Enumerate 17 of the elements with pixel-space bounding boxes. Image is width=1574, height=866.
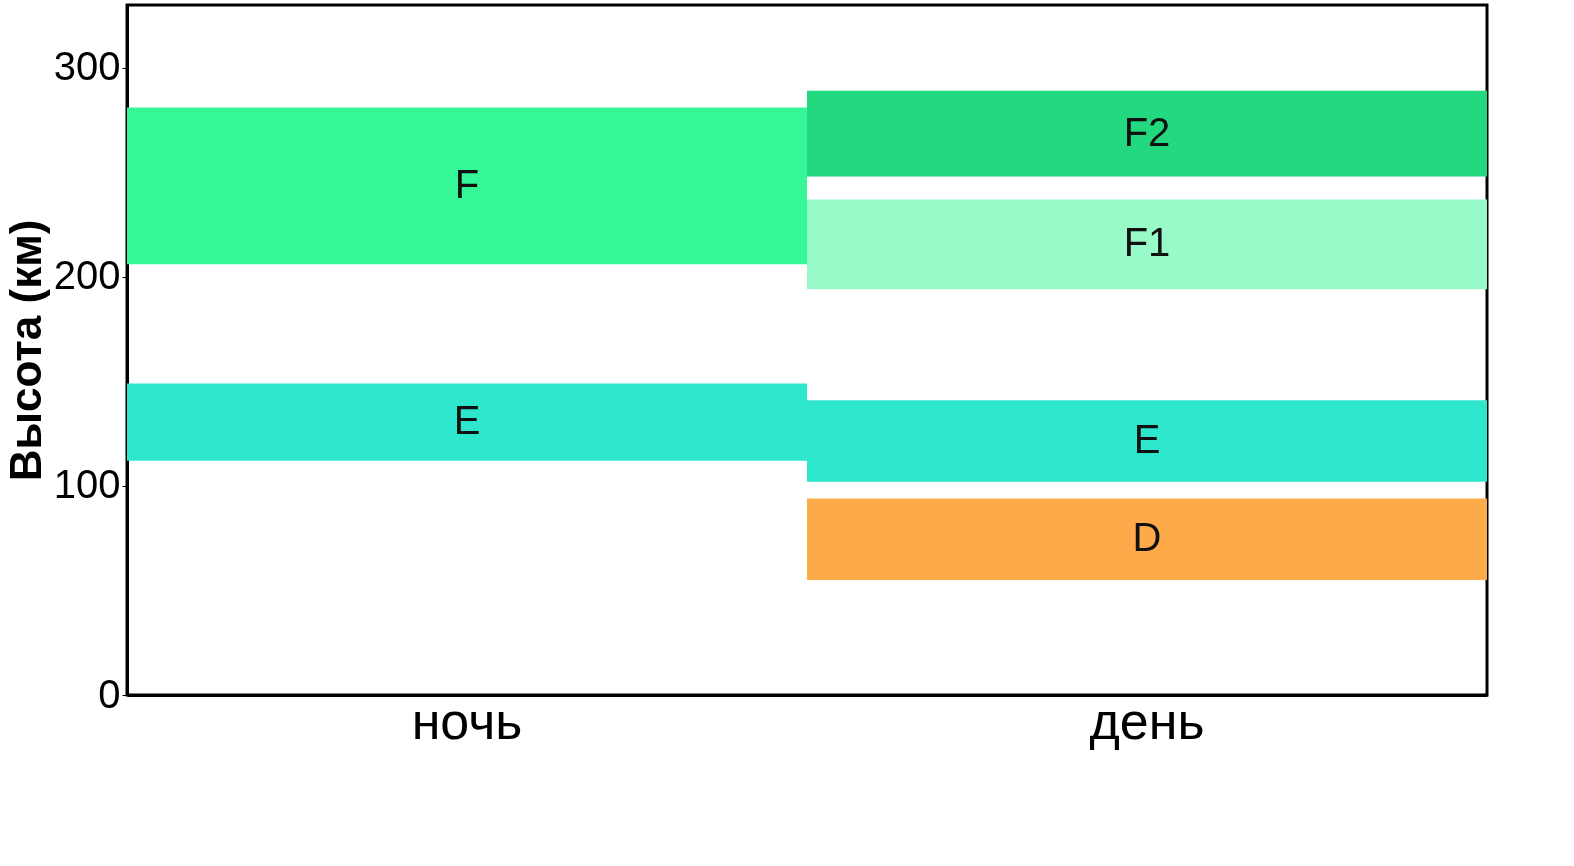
text: E <box>1133 416 1161 461</box>
y-axis-title: Высота (км) <box>0 219 50 482</box>
bar <box>807 90 1487 177</box>
series-label: F2 <box>1123 109 1171 154</box>
series-label: E <box>453 398 481 443</box>
y-tick-label: 100 <box>53 462 121 507</box>
bar <box>807 199 1487 290</box>
y-tick-label: 0 <box>98 671 121 716</box>
bar <box>127 107 807 265</box>
series-label: F1 <box>1123 220 1171 265</box>
y-tick-label: 300 <box>53 44 121 89</box>
x-tick-label: день <box>1089 691 1205 750</box>
series-label: F <box>454 161 480 206</box>
bar <box>807 498 1487 580</box>
series-label: D <box>1132 515 1162 560</box>
x-tick-label: ночь <box>411 691 523 750</box>
y-tick-label: 200 <box>53 253 121 298</box>
